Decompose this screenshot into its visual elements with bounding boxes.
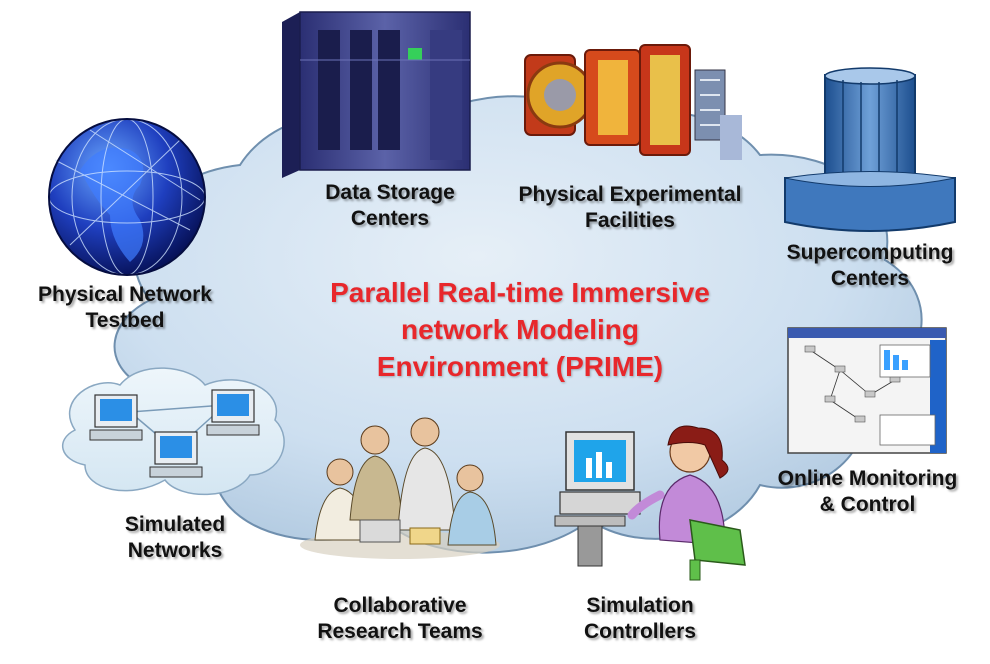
label-controllers: Simulation Controllers: [583, 594, 696, 643]
title-line-2: network Modeling: [401, 314, 639, 345]
monitoring-window-icon: [787, 327, 947, 454]
globe-network-icon: [48, 118, 206, 276]
title-line-1: Parallel Real-time Immersive: [330, 277, 710, 308]
label-testbed: Physical Network Testbed: [38, 283, 212, 332]
label-supercomputing: Supercomputing Centers: [786, 241, 954, 290]
team-people-icon: [300, 417, 500, 559]
person-4: [447, 464, 497, 546]
person-at-computer-icon: [554, 425, 746, 581]
person-3: [397, 417, 456, 531]
diagram-title: Parallel Real-time Immersive network Mod…: [270, 274, 770, 385]
label-simulated: Simulated Networks: [124, 513, 226, 562]
label-data-storage: Data Storage Centers: [325, 181, 455, 230]
label-monitoring: Online Monitoring & Control: [777, 467, 958, 516]
network-pc-3: [149, 431, 203, 478]
network-pc-1: [89, 394, 143, 441]
label-experimental: Physical Experimental Facilities: [518, 183, 742, 232]
person-2: [349, 425, 403, 521]
supercomputer-icon: [784, 67, 956, 232]
network-pc-2: [206, 389, 260, 436]
network-computers-icon: [61, 367, 285, 496]
label-research: Collaborative Research Teams: [317, 594, 483, 643]
particle-detector-icon: [524, 44, 742, 160]
title-line-3: Environment (PRIME): [376, 351, 664, 382]
storage-rack-icon: [282, 11, 471, 178]
